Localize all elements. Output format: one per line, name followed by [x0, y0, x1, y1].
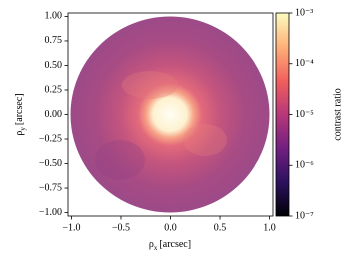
x-tick-label: 0.0 — [164, 222, 177, 233]
y-label-symbol: ρ — [14, 131, 25, 136]
map-feature — [95, 140, 145, 180]
contrast-map — [70, 16, 270, 213]
x-label-unit: [arcsec] — [159, 239, 191, 250]
colorbar-tick-label: 10⁻³ — [295, 7, 313, 18]
colorbar-tick-label: 10⁻⁷ — [295, 210, 314, 221]
x-label-symbol: ρ — [149, 239, 154, 250]
x-axis-label: ρx [arcsec] — [149, 239, 191, 251]
x-tick-label: −0.5 — [112, 222, 130, 233]
y-tick-label: 0.00 — [45, 109, 63, 120]
map-feature — [183, 124, 227, 156]
y-label-unit: [arcsec] — [14, 93, 25, 125]
x-tick-label: −1.0 — [62, 222, 80, 233]
y-tick-label: 0.25 — [45, 84, 63, 95]
y-tick-label: 1.00 — [45, 11, 63, 22]
map-feature — [122, 71, 178, 99]
colorbar-label: contrast ratio — [332, 88, 343, 140]
colorbar-tick-label: 10⁻⁴ — [295, 58, 314, 69]
x-tick-label: 0.5 — [214, 222, 227, 233]
colorbar-tick-label: 10⁻⁵ — [295, 109, 314, 120]
y-tick-label: −0.25 — [39, 133, 62, 144]
y-tick-label: −1.00 — [39, 207, 62, 218]
y-tick-label: 0.50 — [45, 60, 63, 71]
y-axis-label: ρy [arcsec] — [14, 93, 26, 135]
x-label-subscript: x — [154, 244, 158, 252]
colorbar — [275, 12, 290, 217]
y-label-subscript: y — [19, 127, 27, 131]
y-tick-label: −0.50 — [39, 158, 62, 169]
y-tick-label: 0.75 — [45, 35, 63, 46]
y-tick-label: −0.75 — [39, 182, 62, 193]
colorbar-tick-label: 10⁻⁶ — [295, 160, 314, 171]
x-tick-label: 1.0 — [263, 222, 276, 233]
